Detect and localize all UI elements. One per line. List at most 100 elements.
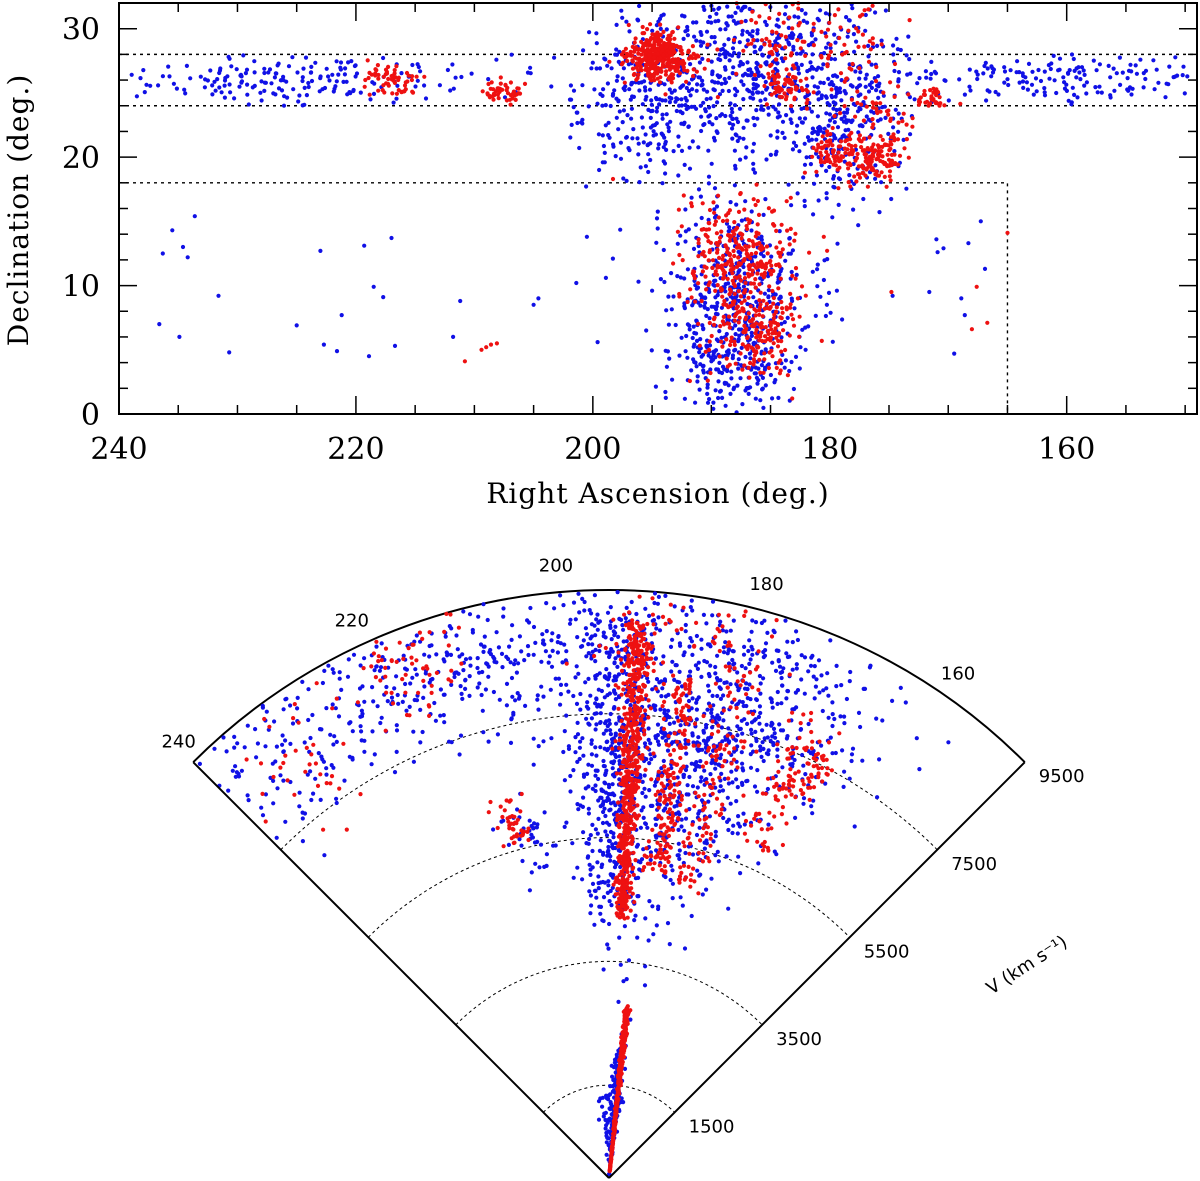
- red-galaxy-point: [705, 378, 710, 383]
- blue-galaxy-point: [372, 81, 377, 86]
- blue-galaxy-point: [778, 728, 784, 733]
- red-galaxy-point: [802, 39, 807, 44]
- red-galaxy-point: [796, 6, 801, 11]
- blue-galaxy-point: [799, 8, 804, 13]
- blue-galaxy-point: [663, 806, 668, 811]
- blue-galaxy-point: [659, 131, 664, 136]
- red-galaxy-point: [922, 88, 927, 94]
- blue-galaxy-point: [726, 229, 731, 234]
- blue-galaxy-point: [694, 38, 699, 43]
- red-galaxy-point: [389, 77, 394, 82]
- blue-galaxy-point: [714, 116, 719, 121]
- blue-galaxy-point: [586, 762, 591, 767]
- blue-galaxy-point: [614, 22, 619, 27]
- red-galaxy-point: [706, 347, 712, 352]
- blue-galaxy-point: [712, 278, 717, 284]
- red-galaxy-point: [826, 157, 831, 162]
- blue-galaxy-point: [752, 718, 757, 723]
- blue-galaxy-point: [816, 198, 821, 203]
- blue-galaxy-point: [962, 313, 967, 318]
- blue-galaxy-point: [596, 816, 601, 822]
- blue-galaxy-point: [806, 721, 811, 727]
- red-galaxy-point: [771, 208, 777, 213]
- blue-galaxy-point: [833, 750, 838, 756]
- blue-galaxy-point: [723, 737, 728, 742]
- blue-galaxy-point: [744, 703, 749, 709]
- blue-galaxy-point: [690, 784, 696, 789]
- blue-galaxy-point: [306, 717, 311, 723]
- blue-galaxy-point: [509, 675, 515, 681]
- blue-galaxy-point: [588, 833, 593, 838]
- blue-galaxy-point: [306, 84, 311, 90]
- blue-galaxy-point: [730, 110, 735, 115]
- red-galaxy-point: [843, 150, 848, 156]
- blue-galaxy-point: [726, 383, 731, 388]
- red-galaxy-point: [770, 354, 775, 359]
- red-galaxy-point: [711, 200, 716, 205]
- blue-galaxy-point: [946, 98, 951, 103]
- blue-galaxy-point: [331, 89, 336, 94]
- blue-galaxy-point: [804, 155, 809, 160]
- red-galaxy-point: [865, 184, 871, 189]
- blue-galaxy-point: [670, 659, 675, 664]
- red-galaxy-point: [747, 375, 752, 380]
- blue-galaxy-point: [792, 757, 797, 763]
- blue-galaxy-point: [974, 69, 979, 74]
- blue-galaxy-point: [817, 690, 822, 695]
- red-galaxy-point: [494, 341, 499, 346]
- blue-galaxy-point: [685, 24, 690, 30]
- blue-galaxy-point: [631, 94, 637, 99]
- red-galaxy-point: [766, 206, 772, 211]
- blue-galaxy-point: [794, 629, 799, 634]
- blue-galaxy-point: [743, 71, 748, 76]
- red-galaxy-point: [777, 43, 782, 49]
- blue-galaxy-point: [840, 134, 845, 139]
- blue-galaxy-point: [605, 63, 610, 68]
- blue-galaxy-point: [599, 864, 604, 870]
- blue-galaxy-point: [648, 141, 653, 146]
- red-galaxy-point: [728, 268, 733, 273]
- blue-galaxy-point: [914, 736, 919, 741]
- blue-galaxy-point: [832, 135, 837, 140]
- blue-galaxy-point: [184, 63, 189, 68]
- blue-galaxy-point: [413, 84, 418, 89]
- blue-galaxy-point: [650, 28, 655, 33]
- y-tick-label: 30: [62, 13, 100, 48]
- blue-galaxy-point: [837, 86, 843, 91]
- blue-galaxy-point: [710, 613, 715, 618]
- x-tick-label: 200: [564, 432, 621, 467]
- blue-galaxy-point: [394, 749, 399, 755]
- blue-galaxy-point: [883, 115, 888, 120]
- red-galaxy-point: [753, 20, 759, 25]
- red-galaxy-point: [871, 168, 876, 173]
- blue-galaxy-point: [694, 832, 700, 838]
- red-galaxy-point: [730, 300, 736, 305]
- red-galaxy-point: [736, 289, 741, 294]
- blue-galaxy-point: [1074, 75, 1079, 80]
- blue-galaxy-point: [745, 301, 750, 307]
- blue-galaxy-point: [1071, 56, 1076, 62]
- blue-galaxy-point: [749, 70, 754, 75]
- red-galaxy-point: [643, 55, 648, 60]
- blue-galaxy-point: [714, 715, 720, 720]
- blue-galaxy-point: [485, 617, 490, 623]
- blue-galaxy-point: [334, 79, 339, 84]
- blue-galaxy-point: [726, 726, 731, 731]
- blue-galaxy-point: [646, 938, 651, 943]
- blue-galaxy-point: [727, 225, 732, 230]
- red-galaxy-point: [838, 144, 843, 149]
- red-galaxy-point: [901, 111, 906, 116]
- blue-galaxy-point: [694, 20, 699, 25]
- blue-galaxy-point: [657, 16, 663, 21]
- red-galaxy-point: [672, 49, 677, 55]
- blue-galaxy-point: [620, 76, 625, 81]
- blue-galaxy-point: [680, 111, 685, 116]
- blue-galaxy-point: [622, 924, 628, 929]
- blue-galaxy-point: [700, 56, 705, 62]
- red-galaxy-point: [761, 370, 766, 375]
- blue-galaxy-point: [666, 708, 671, 713]
- red-galaxy-point: [744, 247, 749, 253]
- red-galaxy-point: [861, 118, 867, 123]
- blue-galaxy-point: [891, 43, 896, 48]
- blue-galaxy-point: [611, 872, 616, 878]
